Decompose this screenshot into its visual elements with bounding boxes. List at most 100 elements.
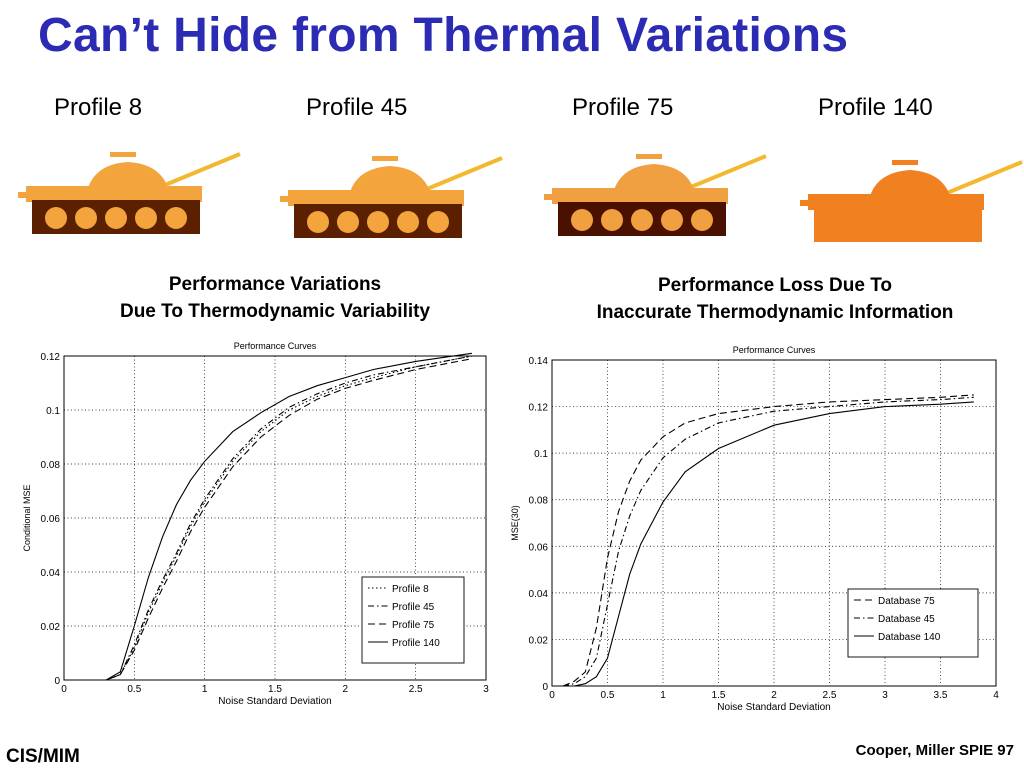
tank-road-wheel — [337, 211, 359, 233]
y-tick-label: 0.1 — [534, 449, 548, 460]
series-line — [78, 355, 473, 681]
right-subtitle-line1: Performance Loss Due To — [657, 275, 893, 296]
tank-road-wheel — [571, 209, 593, 231]
profile-label-8: Profile 8 — [54, 94, 143, 121]
tank-antenna — [372, 156, 398, 161]
tank-rear — [544, 194, 558, 200]
footer-citation: Cooper, Miller SPIE 97 — [855, 742, 1014, 759]
y-tick-label: 0.02 — [529, 635, 549, 646]
x-tick-label: 2 — [771, 690, 777, 701]
chart-title: Performance Curves — [733, 345, 816, 355]
y-tick-label: 0 — [542, 682, 548, 693]
y-axis-label: MSE(30) — [510, 505, 520, 541]
tank-road-wheel — [397, 211, 419, 233]
tank-road-wheel — [661, 209, 683, 231]
y-tick-label: 0.06 — [41, 514, 61, 525]
tank-image — [544, 154, 767, 236]
tank-hull — [808, 194, 984, 210]
tank-road-wheel — [887, 215, 909, 237]
tank-antenna — [110, 152, 136, 157]
x-tick-label: 1.5 — [712, 690, 726, 701]
tank-rear — [280, 196, 294, 202]
x-tick-label: 0 — [549, 690, 555, 701]
chart-title: Performance Curves — [234, 341, 317, 351]
series-line — [78, 355, 473, 681]
x-tick-label: 0.5 — [601, 690, 615, 701]
y-tick-label: 0.08 — [41, 460, 61, 471]
performance-chart-right: 0 0.5 1 1.5 2 2.5 3 3.5 4 0 0.02 0.04 0.06 0.08 0.1 0.1… — [510, 345, 999, 713]
profile-label-75: Profile 75 — [572, 94, 674, 121]
tank-road-wheel — [601, 209, 623, 231]
tank-hull — [288, 190, 464, 206]
y-tick-label: 0.1 — [46, 406, 60, 417]
x-tick-label: 2.5 — [409, 684, 423, 695]
legend-box — [361, 576, 465, 664]
tank-road-wheel — [75, 207, 97, 229]
tank-road-wheel — [45, 207, 67, 229]
y-tick-label: 0.12 — [529, 403, 549, 414]
y-axis-label: Conditional MSE — [22, 484, 32, 551]
x-tick-label: 2.5 — [823, 690, 837, 701]
tank-road-wheel — [827, 215, 849, 237]
tank-turret — [88, 162, 168, 188]
tank-antenna — [892, 160, 918, 165]
x-tick-label: 4 — [993, 690, 999, 701]
x-tick-label: 0.5 — [127, 684, 141, 695]
legend-label: Database 45 — [878, 614, 935, 625]
y-tick-label: 0.14 — [529, 356, 549, 367]
tank-rear — [18, 192, 32, 198]
left-chart-subtitle: Performance Variations Due To Thermodyna… — [70, 271, 480, 325]
tank-road-wheel — [165, 207, 187, 229]
y-tick-label: 0.06 — [529, 542, 549, 553]
x-tick-label: 2 — [343, 684, 349, 695]
x-axis-label: Noise Standard Deviation — [717, 702, 830, 713]
tank-hull — [552, 188, 728, 204]
tank-image — [18, 152, 241, 234]
y-tick-label: 0 — [54, 676, 60, 687]
x-tick-label: 3 — [483, 684, 489, 695]
tank-hull — [26, 186, 202, 202]
tank-image — [280, 156, 503, 238]
tank-turret — [870, 170, 950, 196]
tank-road-wheel — [307, 211, 329, 233]
legend-label: Database 140 — [878, 632, 941, 643]
x-tick-label: 3.5 — [934, 690, 948, 701]
series-line — [562, 394, 974, 687]
legend-label: Profile 75 — [392, 620, 435, 631]
tank-road-wheel — [917, 215, 939, 237]
legend-label: Profile 140 — [392, 638, 440, 649]
y-tick-label: 0.04 — [529, 589, 549, 600]
y-tick-label: 0.02 — [41, 622, 61, 633]
x-axis-label: Noise Standard Deviation — [218, 696, 331, 707]
tank-turret — [350, 166, 430, 192]
slide-title: Can’t Hide from Thermal Variations — [38, 9, 849, 62]
left-subtitle-line2: Due To Thermodynamic Variability — [119, 301, 431, 322]
profile-label-140: Profile 140 — [818, 94, 933, 121]
tank-road-wheel — [105, 207, 127, 229]
y-tick-label: 0.12 — [41, 352, 61, 363]
y-tick-label: 0.04 — [41, 568, 61, 579]
x-tick-label: 0 — [61, 684, 67, 695]
tank-road-wheel — [947, 215, 969, 237]
footer-org: CIS/MIM — [6, 746, 80, 767]
performance-chart-left: 0 0.5 1 1.5 2 2.5 3 0 0.02 0.04 0.06 0.08 0.1 0.12 Per… — [22, 341, 489, 707]
y-tick-label: 0.08 — [529, 496, 549, 507]
tank-turret — [614, 164, 694, 190]
x-tick-label: 3 — [882, 690, 888, 701]
x-tick-label: 1 — [202, 684, 208, 695]
legend-label: Profile 45 — [392, 602, 435, 613]
tank-road-wheel — [691, 209, 713, 231]
tank-antenna — [636, 154, 662, 159]
series-line — [78, 358, 473, 681]
profile-label-45: Profile 45 — [306, 94, 408, 121]
x-tick-label: 1 — [660, 690, 666, 701]
tank-rear — [800, 200, 814, 206]
left-subtitle-line1: Performance Variations — [168, 274, 382, 295]
tank-road-wheel — [367, 211, 389, 233]
series-line — [563, 401, 974, 687]
tank-road-wheel — [427, 211, 449, 233]
right-chart-subtitle: Performance Loss Due To Inaccurate Therm… — [552, 272, 998, 326]
legend-label: Database 75 — [878, 596, 935, 607]
right-subtitle-line2: Inaccurate Thermodynamic Information — [596, 302, 954, 323]
tank-road-wheel — [631, 209, 653, 231]
